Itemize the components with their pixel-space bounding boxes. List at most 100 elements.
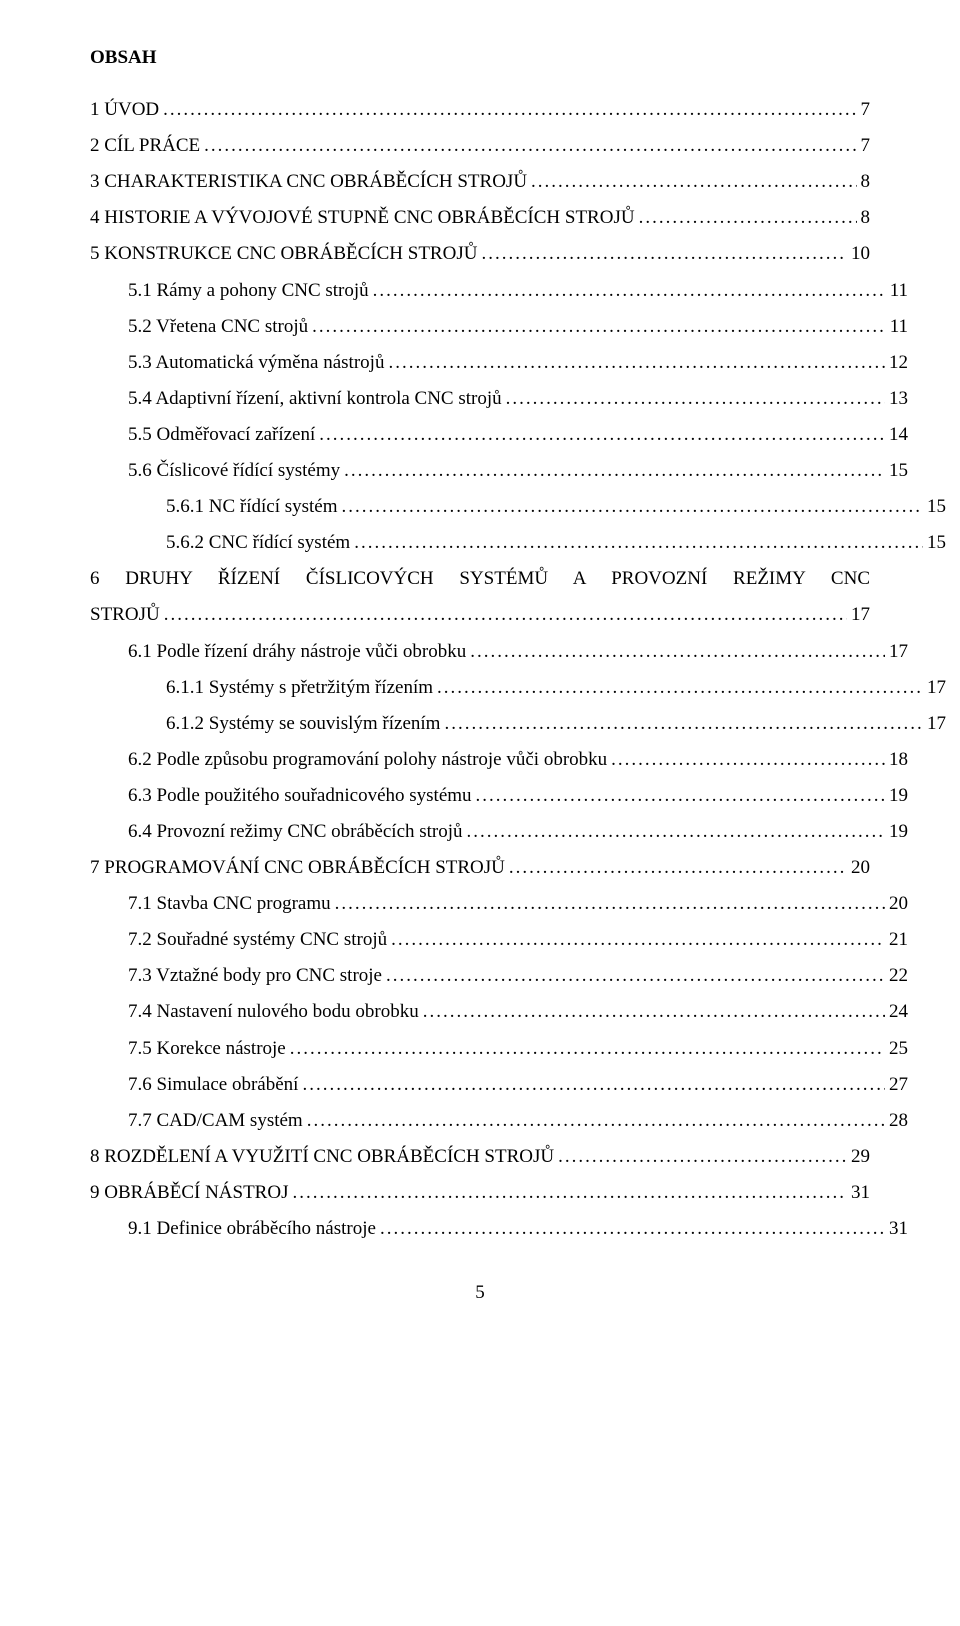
toc-dot-leader [388,345,885,381]
toc-label: 7.3 Vztažné body pro CNC stroje [128,958,382,994]
toc-page-number: 29 [851,1139,870,1175]
toc-label: 3 CHARAKTERISTIKA CNC OBRÁBĚCÍCH STROJŮ [90,164,527,200]
toc-dot-leader [163,92,856,128]
toc-label: 5.2 Vřetena CNC strojů [128,309,308,345]
toc-entry: 5.2 Vřetena CNC strojů11 [90,309,908,345]
toc-label: 5.6.2 CNC řídící systém [166,525,350,561]
toc-dot-leader [506,381,885,417]
toc-page-number: 31 [889,1211,908,1247]
toc-page-number: 8 [861,164,871,200]
toc-entry: 7.7 CAD/CAM systém 28 [90,1103,908,1139]
toc-entry: 7.6 Simulace obrábění 27 [90,1067,908,1103]
toc-entry: 7.1 Stavba CNC programu 20 [90,886,908,922]
toc-page-number: 28 [889,1103,908,1139]
toc-dot-leader [290,1031,885,1067]
toc-dot-leader [423,994,885,1030]
toc-page-number: 17 [927,670,946,706]
toc-entry: 7.4 Nastavení nulového bodu obrobku24 [90,994,908,1030]
toc-entry: 6.1 Podle řízení dráhy nástroje vůči obr… [90,634,908,670]
toc-label: 6.1.2 Systémy se souvislým řízením [166,706,440,742]
toc-label: 2 CÍL PRÁCE [90,128,200,164]
toc-label: 7.2 Souřadné systémy CNC strojů [128,922,387,958]
toc-entry: 6.1.1 Systémy s přetržitým řízením 17 [90,670,946,706]
toc-label: 6 DRUHY ŘÍZENÍ ČÍSLICOVÝCH SYSTÉMŮ A PRO… [90,561,870,597]
toc-dot-leader [380,1211,885,1247]
toc-dot-leader [319,417,885,453]
toc-label: 5.5 Odměřovací zařízení [128,417,315,453]
toc-label: 5.6.1 NC řídící systém [166,489,338,525]
toc-page-number: 11 [890,273,908,309]
toc-entry: 7.2 Souřadné systémy CNC strojů21 [90,922,908,958]
toc-dot-leader [342,489,923,525]
toc-label: 5.1 Rámy a pohony CNC strojů [128,273,369,309]
toc-label: 5.6 Číslicové řídící systémy [128,453,340,489]
toc-dot-leader [611,742,885,778]
toc-page-number: 25 [889,1031,908,1067]
toc-dot-leader [531,164,856,200]
toc-label: STROJŮ [90,597,160,633]
toc-label: 7.7 CAD/CAM systém [128,1103,303,1139]
toc-entry: 5 KONSTRUKCE CNC OBRÁBĚCÍCH STROJŮ10 [90,236,870,272]
toc-dot-leader [391,922,885,958]
document-page: OBSAH 1 ÚVOD72 CÍL PRÁCE73 CHARAKTERISTI… [0,0,960,1361]
toc-entry: 5.6.2 CNC řídící systém 15 [90,525,946,561]
toc-dot-leader [444,706,923,742]
toc-entry: 8 ROZDĚLENÍ A VYUŽITÍ CNC OBRÁBĚCÍCH STR… [90,1139,870,1175]
toc-page-number: 7 [861,128,871,164]
toc-dot-leader [354,525,923,561]
toc-entry: 6.2 Podle způsobu programování polohy ná… [90,742,908,778]
toc-label: 5 KONSTRUKCE CNC OBRÁBĚCÍCH STROJŮ [90,236,477,272]
toc-label: 5.3 Automatická výměna nástrojů [128,345,384,381]
toc-dot-leader [467,814,885,850]
toc-label: 6.1.1 Systémy s přetržitým řízením [166,670,433,706]
toc-dot-leader [335,886,885,922]
toc-entry: 7 PROGRAMOVÁNÍ CNC OBRÁBĚCÍCH STROJŮ 20 [90,850,870,886]
toc-label: 7.1 Stavba CNC programu [128,886,331,922]
toc-dot-leader [481,236,847,272]
toc-dot-leader [164,597,847,633]
toc-entry: 3 CHARAKTERISTIKA CNC OBRÁBĚCÍCH STROJŮ 8 [90,164,870,200]
toc-page-number: 17 [927,706,946,742]
toc-label: 8 ROZDĚLENÍ A VYUŽITÍ CNC OBRÁBĚCÍCH STR… [90,1139,554,1175]
toc-label: 6.1 Podle řízení dráhy nástroje vůči obr… [128,634,466,670]
toc-entry: 6.1.2 Systémy se souvislým řízením 17 [90,706,946,742]
toc-entry: 6.4 Provozní režimy CNC obráběcích stroj… [90,814,908,850]
toc-page-number: 14 [889,417,908,453]
toc-label: 7.5 Korekce nástroje [128,1031,286,1067]
toc-page-number: 31 [851,1175,870,1211]
toc-page-number: 20 [851,850,870,886]
toc-entry: 7.5 Korekce nástroje 25 [90,1031,908,1067]
toc-entry: 9 OBRÁBĚCÍ NÁSTROJ 31 [90,1175,870,1211]
toc-label: 9 OBRÁBĚCÍ NÁSTROJ [90,1175,288,1211]
toc-page-number: 15 [889,453,908,489]
toc-label: 7 PROGRAMOVÁNÍ CNC OBRÁBĚCÍCH STROJŮ [90,850,505,886]
toc-dot-leader [386,958,885,994]
page-number: 5 [90,1275,870,1311]
toc-dot-leader [470,634,885,670]
toc-entry: 9.1 Definice obráběcího nástroje 31 [90,1211,908,1247]
toc-page-number: 15 [927,525,946,561]
toc-dot-leader [509,850,847,886]
toc-page-number: 18 [889,742,908,778]
toc-page-number: 13 [889,381,908,417]
toc-dot-leader [476,778,885,814]
toc-page-number: 17 [889,634,908,670]
toc-dot-leader [302,1067,885,1103]
toc-page-number: 27 [889,1067,908,1103]
toc-label: 6.3 Podle použitého souřadnicového systé… [128,778,472,814]
toc-label: 4 HISTORIE A VÝVOJOVÉ STUPNĚ CNC OBRÁBĚC… [90,200,635,236]
toc-label: 7.6 Simulace obrábění [128,1067,298,1103]
toc-dot-leader [558,1139,847,1175]
toc-entry: 6 DRUHY ŘÍZENÍ ČÍSLICOVÝCH SYSTÉMŮ A PRO… [90,561,870,597]
toc-page-number: 7 [861,92,871,128]
toc-container: 1 ÚVOD72 CÍL PRÁCE73 CHARAKTERISTIKA CNC… [90,92,870,1247]
toc-page-number: 19 [889,814,908,850]
toc-page-number: 20 [889,886,908,922]
toc-page-number: 17 [851,597,870,633]
toc-dot-leader [312,309,886,345]
toc-entry: 5.5 Odměřovací zařízení 14 [90,417,908,453]
toc-dot-leader [639,200,857,236]
toc-dot-leader [307,1103,885,1139]
toc-label: 9.1 Definice obráběcího nástroje [128,1211,376,1247]
toc-entry: 5.1 Rámy a pohony CNC strojů 11 [90,273,908,309]
